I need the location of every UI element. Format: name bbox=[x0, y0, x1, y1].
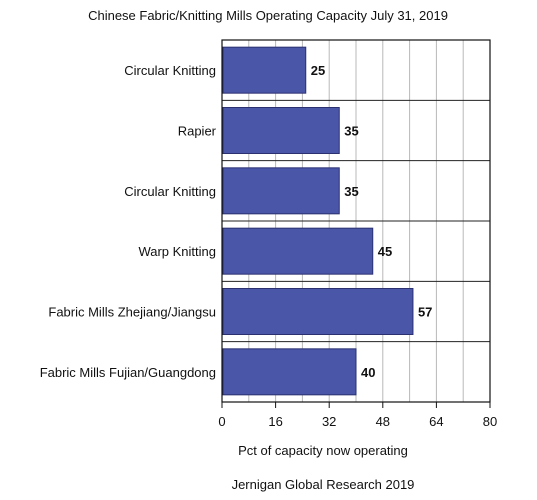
chart-title: Chinese Fabric/Knitting Mills Operating … bbox=[88, 8, 448, 23]
x-tick-label: 32 bbox=[322, 414, 336, 429]
category-labels: Circular Knitting Rapier Circular Knitting… bbox=[40, 63, 217, 380]
bar-value-label: 45 bbox=[378, 244, 392, 259]
source-note: Jernigan Global Research 2019 bbox=[232, 477, 415, 492]
bar-value-label: 35 bbox=[344, 124, 358, 139]
bar-value-label: 57 bbox=[418, 305, 432, 320]
bar bbox=[222, 107, 340, 154]
category-label: Fabric Mills Zhejiang/Jiangsu bbox=[48, 305, 216, 320]
x-axis-label: Pct of capacity now operating bbox=[238, 443, 408, 458]
bar-value-label: 40 bbox=[361, 365, 375, 380]
grid-layer bbox=[222, 40, 490, 402]
bar bbox=[222, 288, 414, 335]
category-label: Rapier bbox=[178, 124, 217, 139]
bar-layer: 25 35 35 45 57 40 bbox=[222, 46, 432, 396]
category-label: Circular Knitting bbox=[124, 63, 216, 78]
bar bbox=[222, 227, 374, 275]
plot-border bbox=[221, 39, 491, 403]
bar bbox=[222, 167, 340, 215]
category-label: Warp Knitting bbox=[138, 244, 216, 259]
bar-value-label: 25 bbox=[311, 63, 325, 78]
x-axis: 0 16 32 48 64 80 bbox=[218, 402, 497, 429]
x-tick-label: 80 bbox=[483, 414, 497, 429]
bar-value-label: 35 bbox=[344, 184, 358, 199]
category-label: Circular Knitting bbox=[124, 184, 216, 199]
bar bbox=[222, 348, 357, 396]
category-label: Fabric Mills Fujian/Guangdong bbox=[40, 365, 216, 380]
plot-frame bbox=[221, 39, 491, 403]
x-tick-label: 64 bbox=[429, 414, 443, 429]
x-tick-label: 16 bbox=[268, 414, 282, 429]
bar bbox=[222, 46, 307, 94]
x-tick-label: 0 bbox=[218, 414, 225, 429]
x-tick-label: 48 bbox=[376, 414, 390, 429]
